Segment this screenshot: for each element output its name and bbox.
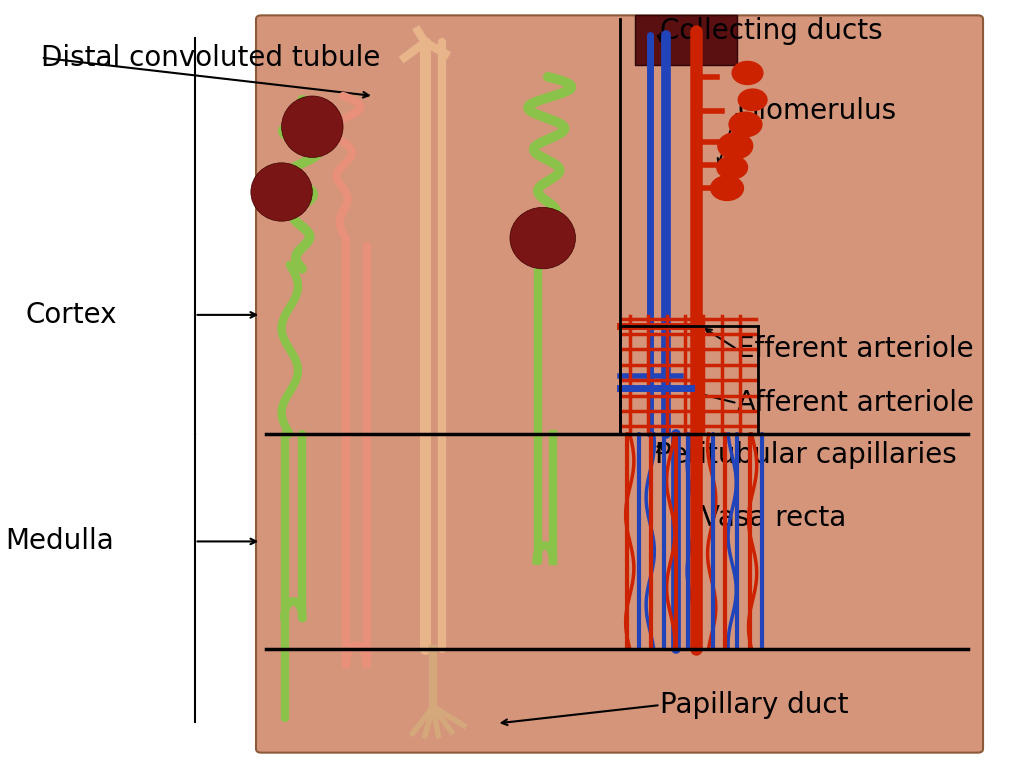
Circle shape: [729, 112, 762, 137]
Text: Medulla: Medulla: [5, 528, 114, 555]
FancyBboxPatch shape: [256, 15, 983, 753]
Ellipse shape: [282, 96, 343, 157]
Circle shape: [718, 133, 753, 159]
Text: Distal convoluted tubule: Distal convoluted tubule: [41, 44, 380, 71]
Text: Cortex: Cortex: [26, 301, 117, 329]
Circle shape: [717, 156, 748, 179]
Text: Papillary duct: Papillary duct: [660, 691, 849, 719]
Text: Collecting ducts: Collecting ducts: [660, 17, 883, 45]
Circle shape: [711, 176, 743, 200]
Text: Glomerulus: Glomerulus: [737, 98, 896, 125]
Text: Efferent arteriole: Efferent arteriole: [737, 336, 974, 363]
Text: Afferent arteriole: Afferent arteriole: [737, 389, 974, 417]
Circle shape: [732, 61, 763, 84]
Ellipse shape: [510, 207, 575, 269]
Text: Vasa recta: Vasa recta: [701, 505, 847, 532]
Bar: [635, 15, 737, 65]
Ellipse shape: [251, 163, 312, 221]
Circle shape: [738, 89, 767, 111]
Text: Peritubular capillaries: Peritubular capillaries: [655, 441, 957, 468]
